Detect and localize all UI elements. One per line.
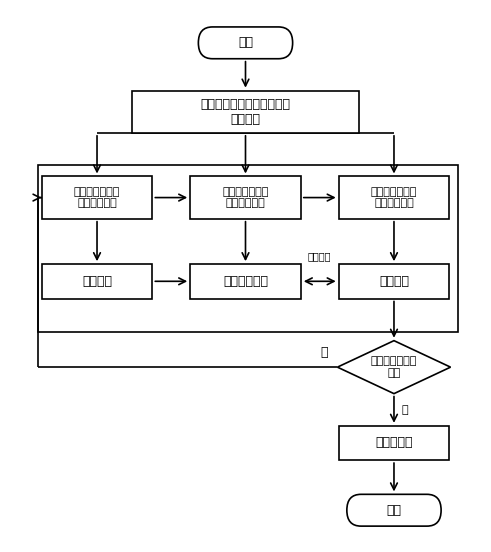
Bar	[190, 177, 301, 219]
Bar	[38, 164, 458, 332]
Bar	[133, 91, 358, 133]
Bar	[339, 177, 449, 219]
Text: 对零件的三维模型处理生成
二维切片: 对零件的三维模型处理生成 二维切片	[200, 98, 291, 126]
Text: 是否加工到最后
一层: 是否加工到最后 一层	[371, 357, 417, 378]
Text: 激光冲击锻打: 激光冲击锻打	[223, 275, 268, 288]
Text: 生成电弧容积路
径、确定参数: 生成电弧容积路 径、确定参数	[74, 187, 120, 208]
Text: 开始: 开始	[238, 36, 253, 49]
Text: 铣削精加工: 铣削精加工	[375, 437, 413, 449]
Bar	[42, 177, 152, 219]
Text: 是: 是	[401, 405, 408, 415]
Text: 生成激光锻打路
径、确定参数: 生成激光锻打路 径、确定参数	[222, 187, 269, 208]
Text: 工位转换: 工位转换	[308, 251, 331, 262]
Bar	[339, 264, 449, 299]
Polygon shape	[337, 341, 451, 394]
FancyBboxPatch shape	[198, 27, 293, 59]
Bar	[190, 264, 301, 299]
Text: 机械铣削: 机械铣削	[379, 275, 409, 288]
FancyBboxPatch shape	[347, 495, 441, 526]
Bar	[42, 264, 152, 299]
Bar	[339, 426, 449, 460]
Text: 否: 否	[321, 346, 328, 359]
Text: 电弧容积: 电弧容积	[82, 275, 112, 288]
Text: 生成机械切削路
径、确定参数: 生成机械切削路 径、确定参数	[371, 187, 417, 208]
Text: 结束: 结束	[386, 504, 402, 517]
